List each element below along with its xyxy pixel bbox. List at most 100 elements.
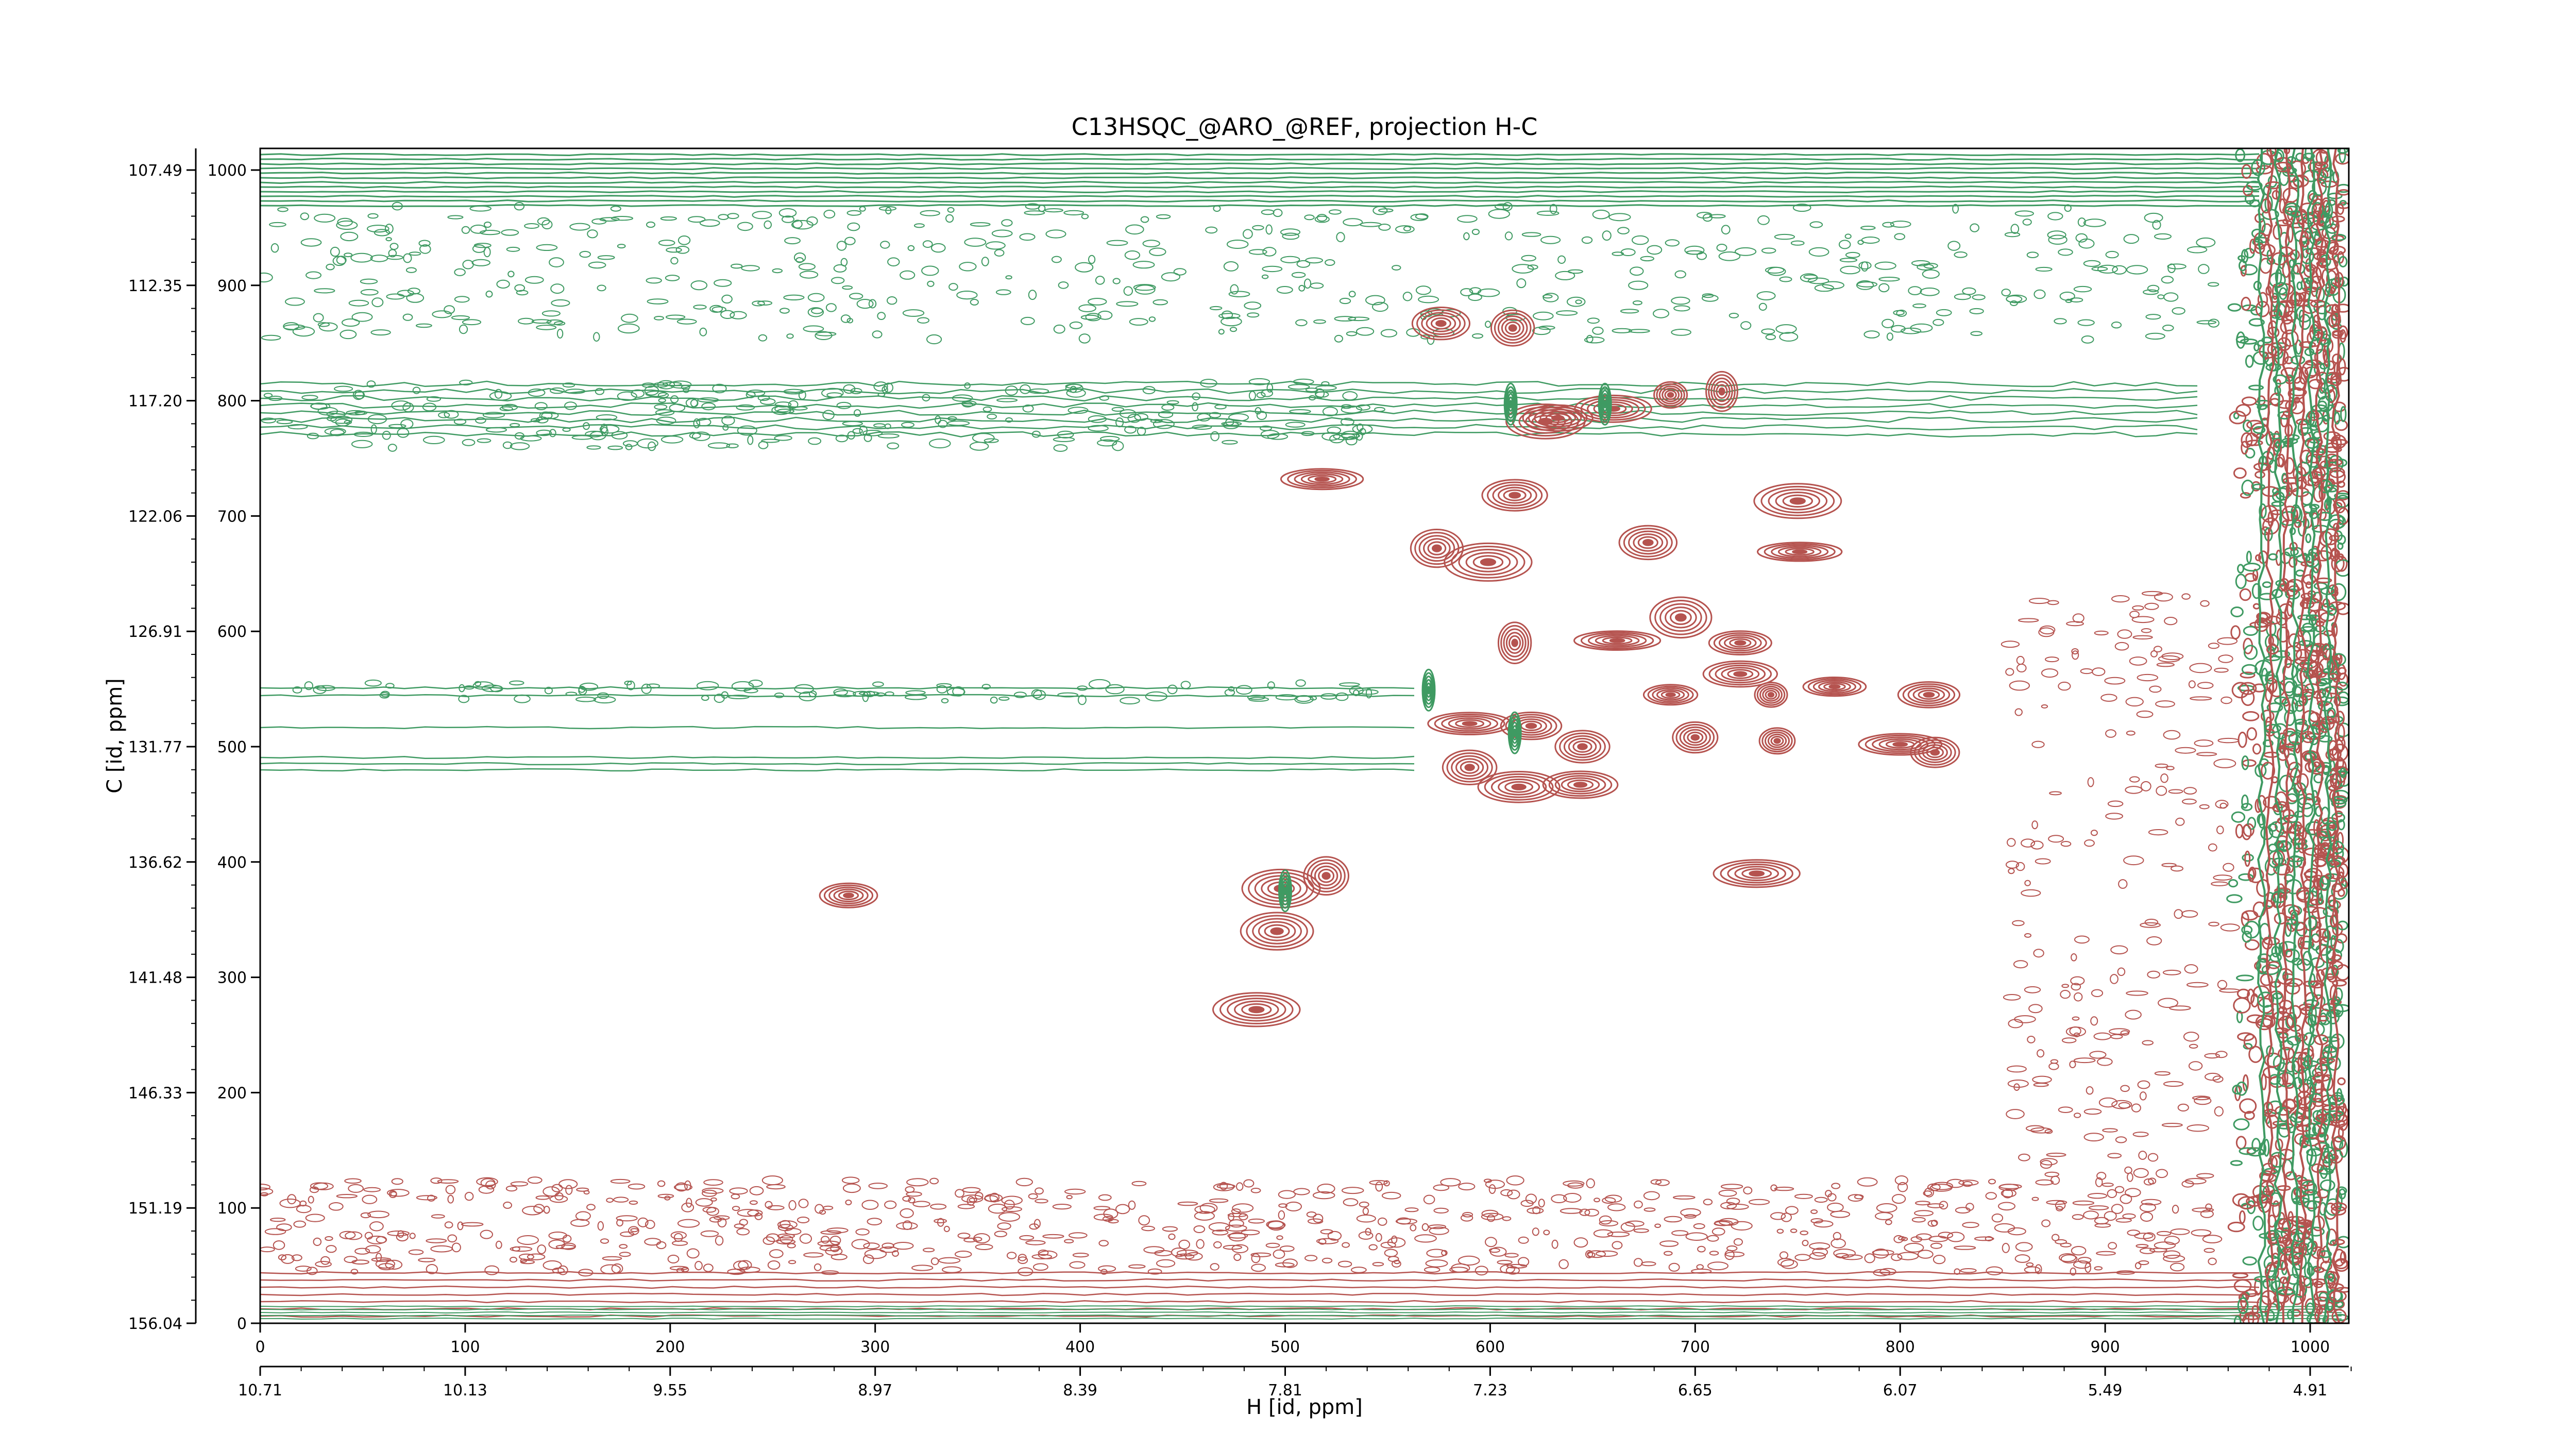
noise-blob-top [1265,224,1273,235]
noise-blob-top [1415,285,1431,295]
noise-blob-right-fringe [2015,862,2025,871]
noise-blob-right-fringe [2005,668,2014,676]
noise-blob-top [981,257,989,266]
peak-contour [1757,542,1843,562]
peak-contour [1506,393,1515,415]
noise-blob-right [2282,1235,2292,1246]
noise-blob-right-fringe [2204,1053,2220,1059]
noise-blob-top [496,279,510,289]
peak-core [1643,540,1653,545]
noise-blob-right [2231,682,2249,699]
noise-blob-mid [998,696,1010,701]
noise-blob-top [2123,234,2140,244]
peak-contour [833,888,864,902]
noise-blob-top [2004,232,2021,238]
noise-blob-bottom [1960,1268,1977,1273]
noise-blob-right-fringe [2096,1172,2107,1180]
noise-blob-upper [367,414,387,425]
noise-blob-top [926,334,942,345]
noise-blob-mid [1335,692,1349,701]
noise-blob-top [419,244,431,254]
noise-blob-bottom [1962,1181,1973,1187]
noise-blob-right [2241,794,2249,809]
peak-contour [1679,726,1711,749]
noise-blob-bottom [1777,1258,1794,1267]
noise-blob-bottom [480,1178,496,1188]
noise-blob-right-fringe [2147,970,2160,979]
noise-blob-bottom [1006,1252,1017,1259]
noise-blob-bottom [2127,1229,2141,1236]
peak-negative [1503,382,1518,426]
noise-blob-right-fringe [2037,1049,2045,1058]
noise-blob-right [2273,430,2280,449]
noise-blob-right-fringe [2044,1171,2059,1177]
noise-blob-top [959,262,977,272]
noise-blob-bottom [2107,1189,2117,1198]
noise-blob-top [1262,265,1283,273]
noise-blob-bottom [733,1260,749,1271]
noise-line-bottom [260,1285,2260,1289]
noise-blob-top [1019,233,1036,241]
noise-blob-right [2315,831,2327,838]
noise-blob-bottom [606,1198,614,1203]
noise-blob-right [2286,856,2305,863]
peak-contour [1498,778,1540,796]
noise-blob-upper [1057,430,1074,439]
y-axis: 0156.04100151.19200146.33300141.48400136… [128,148,260,1333]
noise-line-top [260,171,2260,175]
noise-blob-right-fringe [2154,593,2173,602]
noise-blob-right [2278,1123,2291,1138]
noise-blob-bottom [908,1197,916,1204]
noise-blob-top [1696,212,1713,219]
noise-blob-bottom [554,1192,564,1201]
peak-contour [1789,497,1806,505]
noise-blob-bottom [1650,1179,1662,1185]
noise-blob-top [462,260,474,269]
noise-blob-right [2294,396,2300,404]
noise-blob-bottom [1273,1249,1285,1259]
noise-blob-bottom [2084,1262,2091,1273]
noise-blob-upper [268,395,283,401]
noise-blob-upper [774,401,792,408]
noise-blob-top [1477,288,1500,297]
noise-blob-bottom [1563,1193,1582,1203]
noise-blob-right [2274,282,2288,295]
noise-blob-upper [622,440,638,447]
noise-blob-right [2242,711,2260,721]
noise-blob-bottom [1947,1232,1965,1242]
noise-blob-top [617,323,640,334]
noise-blob-top [947,207,955,213]
peak-contour [1511,638,1518,647]
peak-contour [1782,494,1814,508]
noise-blob-bottom [565,1185,573,1195]
noise-blob-bottom [2077,1257,2092,1263]
noise-blob-right-fringe [2131,1103,2141,1113]
peak-core [1509,325,1516,331]
peak-contour [1767,733,1787,748]
noise-blob-top [556,329,564,339]
noise-blob-right-fringe [2083,1133,2104,1142]
noise-blob-top [670,257,679,265]
noise-blob-right [2241,396,2257,406]
noise-blob-top [1112,278,1121,284]
noise-blob-bottom [1213,1241,1222,1249]
peak-core [1691,735,1699,740]
noise-blob-upper [1088,415,1107,423]
noise-blob-bottom [1875,1212,1893,1220]
noise-blob-top [1148,316,1156,322]
noise-blob-right [2284,356,2293,364]
noise-blob-top [2033,289,2046,299]
noise-blob-bottom [1604,1194,1622,1203]
noise-blob-bottom [1563,1180,1585,1187]
noise-blob-bottom [409,1233,416,1239]
noise-blob-top [2010,300,2018,306]
noise-blob-bottom [1275,1262,1295,1268]
noise-blob-upper [586,445,601,450]
x-index-tick-label: 700 [1681,1338,1710,1356]
noise-blob-bottom [1965,1203,1974,1211]
noise-blob-upper [1161,404,1175,411]
noise-blob-upper [583,422,590,430]
noise-blob-top [1709,214,1726,218]
noise-blob-right [2265,655,2280,662]
noise-blob-top [1230,284,1239,295]
